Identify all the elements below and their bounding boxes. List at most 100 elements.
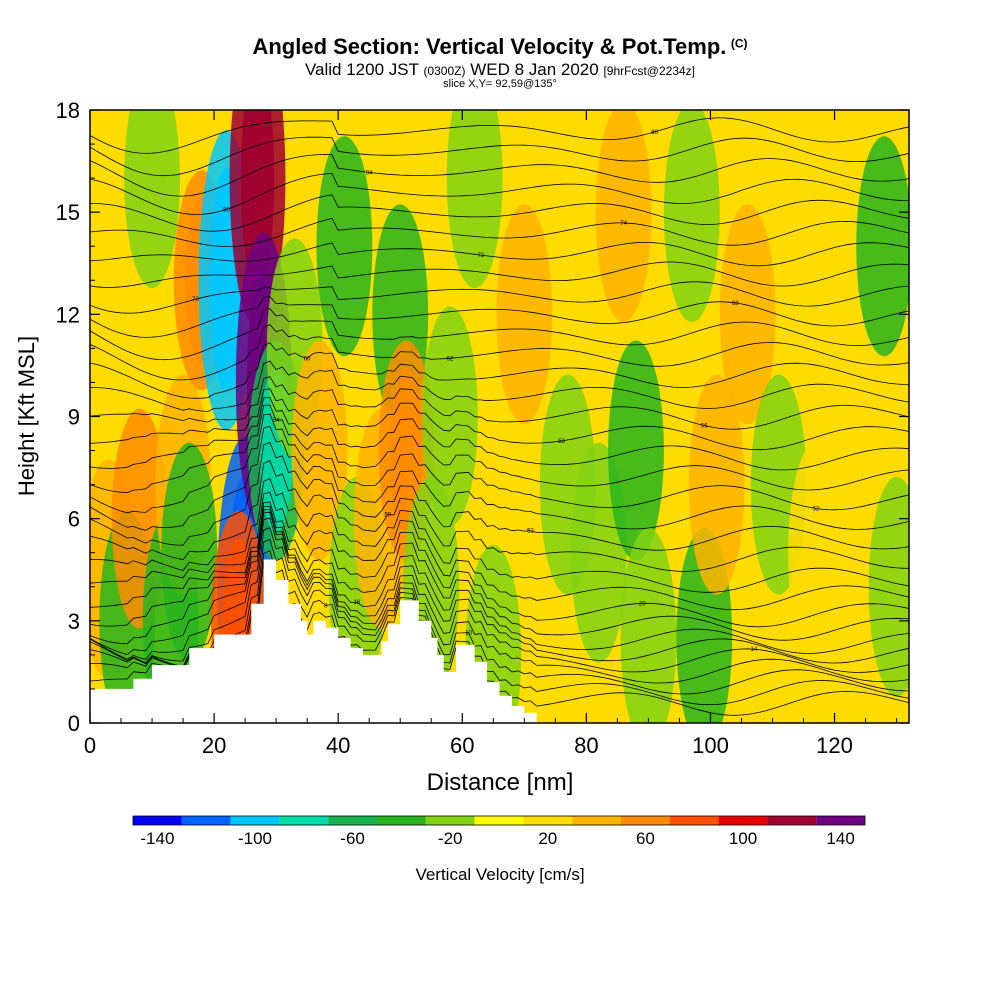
isentrope-10 — [90, 478, 909, 593]
title-main: Angled Section: Vertical Velocity & Pot.… — [252, 34, 727, 59]
isentrope-9 — [90, 491, 909, 611]
isentrope-15 — [90, 404, 909, 494]
y-tick-label-1: 3 — [68, 609, 80, 634]
velocity-cell-39 — [868, 476, 909, 697]
isentrope-label-4: 14 — [751, 647, 758, 653]
isentrope-31 — [90, 136, 909, 177]
isentrope-label-21: 62 — [447, 356, 454, 362]
colorbar-swatch-3 — [279, 816, 329, 825]
colorbar-swatch-1 — [181, 816, 231, 825]
velocity-cell-28 — [595, 110, 652, 323]
colorbar-swatch-10 — [621, 816, 670, 825]
isentrope-22 — [90, 308, 909, 361]
colorbar-label: Vertical Velocity [cm/s] — [415, 865, 584, 884]
y-tick-label-5: 15 — [56, 200, 80, 225]
colorbar-frame — [132, 815, 866, 826]
colorbar-swatch-4 — [328, 816, 377, 825]
colorbar-tick-label-0: -140 — [140, 829, 174, 848]
isentrope-label-6: 18 — [353, 600, 360, 606]
isentrope-label-1: 8 — [324, 604, 328, 610]
isentrope-19 — [90, 360, 909, 412]
x-tick-label-2: 40 — [326, 733, 350, 758]
isentrope-29 — [90, 172, 909, 215]
velocity-cell-15 — [291, 340, 348, 561]
colorbar-swatch-0 — [133, 816, 182, 825]
colorbar-tick-label-2: -60 — [340, 829, 365, 848]
y-tick-label-4: 12 — [56, 302, 80, 327]
isentrope-label-14: 52 — [813, 507, 820, 513]
isentrope-7 — [90, 505, 909, 641]
title-copyright-mark: (C) — [730, 36, 748, 51]
x-tick-label-5: 100 — [692, 733, 729, 758]
isentrope-18 — [90, 376, 909, 430]
subtitle-date: WED 8 Jan 2020 — [470, 60, 599, 79]
isentrope-14 — [90, 413, 909, 514]
y-tick-label-0: 0 — [68, 711, 80, 736]
colorbar-tick-label-1: -100 — [238, 829, 272, 848]
isentrope-label-23: 68 — [732, 301, 739, 307]
subtitle-valid: Valid 1200 JST — [304, 60, 419, 79]
isentrope-27 — [90, 217, 909, 248]
velocity-cell-16 — [316, 136, 373, 357]
isentrope-26 — [90, 242, 909, 267]
isentrope-5 — [90, 511, 909, 664]
isentrope-label-11: 50 — [384, 512, 391, 518]
isentrope-28 — [90, 194, 909, 232]
velocity-cell-38 — [856, 136, 909, 357]
colorbar-swatch-13 — [767, 816, 817, 825]
colorbar-swatch-9 — [572, 816, 621, 825]
isentrope-label-12: 52 — [527, 529, 534, 535]
isentrope-17 — [90, 388, 909, 451]
colorbar-tick-label-5: 60 — [636, 829, 655, 848]
isentrope-label-8: 20 — [639, 601, 646, 607]
chart-subtitle: Valid 1200 JST (0300Z) WED 8 Jan 2020 [9… — [0, 61, 1000, 78]
colorbar-swatch-7 — [474, 816, 524, 825]
y-tick-label-2: 6 — [68, 507, 80, 532]
isentrope-label-18: 56 — [701, 424, 708, 430]
isentrope-label-32: 86 — [651, 130, 658, 136]
isentrope-21 — [90, 324, 909, 381]
isentrope-label-30: 84 — [366, 170, 373, 176]
x-tick-label-0: 0 — [84, 733, 96, 758]
y-axis-label: Height [Kft MSL] — [14, 336, 39, 496]
isentrope-32 — [90, 117, 909, 154]
velocity-cell-6 — [161, 442, 218, 663]
isentrope-label-26: 72 — [478, 253, 485, 259]
terrain-mask — [90, 559, 537, 723]
isentrope-label-29: 80 — [223, 207, 230, 213]
colorbar-swatch-2 — [230, 816, 280, 825]
colorbar-swatch-8 — [523, 816, 573, 825]
subtitle-zulu: (0300Z) — [423, 64, 466, 78]
isentrope-label-24: 70 — [192, 297, 199, 303]
colorbar-swatch-12 — [718, 816, 768, 825]
isentrope-13 — [90, 425, 909, 531]
colorbar-tick-label-7: 140 — [826, 829, 854, 848]
isentrope-11 — [90, 460, 909, 572]
isentrope-6 — [90, 509, 909, 654]
y-tick-label-6: 18 — [56, 98, 80, 123]
velocity-cell-3 — [124, 110, 180, 289]
velocity-cell-23 — [446, 110, 503, 289]
isentrope-8 — [90, 501, 909, 628]
subtitle-forecast: [9hrFcst@2234z] — [603, 64, 696, 78]
colorbar: -140 -100 -60 -20 20 60 100 140 — [132, 815, 866, 848]
isentrope-25 — [90, 261, 909, 288]
isentrope-label-2: 10 — [465, 631, 472, 637]
x-axis-label: Distance [nm] — [427, 769, 574, 796]
chart-title: Angled Section: Vertical Velocity & Pot.… — [0, 36, 1000, 58]
isentrope-3 — [90, 526, 909, 684]
velocity-cell-33 — [688, 374, 745, 595]
x-tick-label-3: 60 — [450, 733, 474, 758]
isentrope-24 — [90, 281, 909, 314]
isentrope-20 — [90, 342, 909, 399]
isentrope-label-15: 54 — [273, 418, 280, 424]
isentrope-12 — [90, 441, 909, 551]
slice-info: slice X,Y= 92,59@135° — [443, 78, 557, 90]
x-tick-label-6: 120 — [816, 733, 853, 758]
velocity-cell-34 — [719, 204, 776, 425]
isentrope-23 — [90, 296, 909, 338]
x-tick-label-1: 20 — [202, 733, 226, 758]
velocity-cell-22 — [421, 306, 478, 527]
colorbar-tick-label-6: 100 — [729, 829, 757, 848]
